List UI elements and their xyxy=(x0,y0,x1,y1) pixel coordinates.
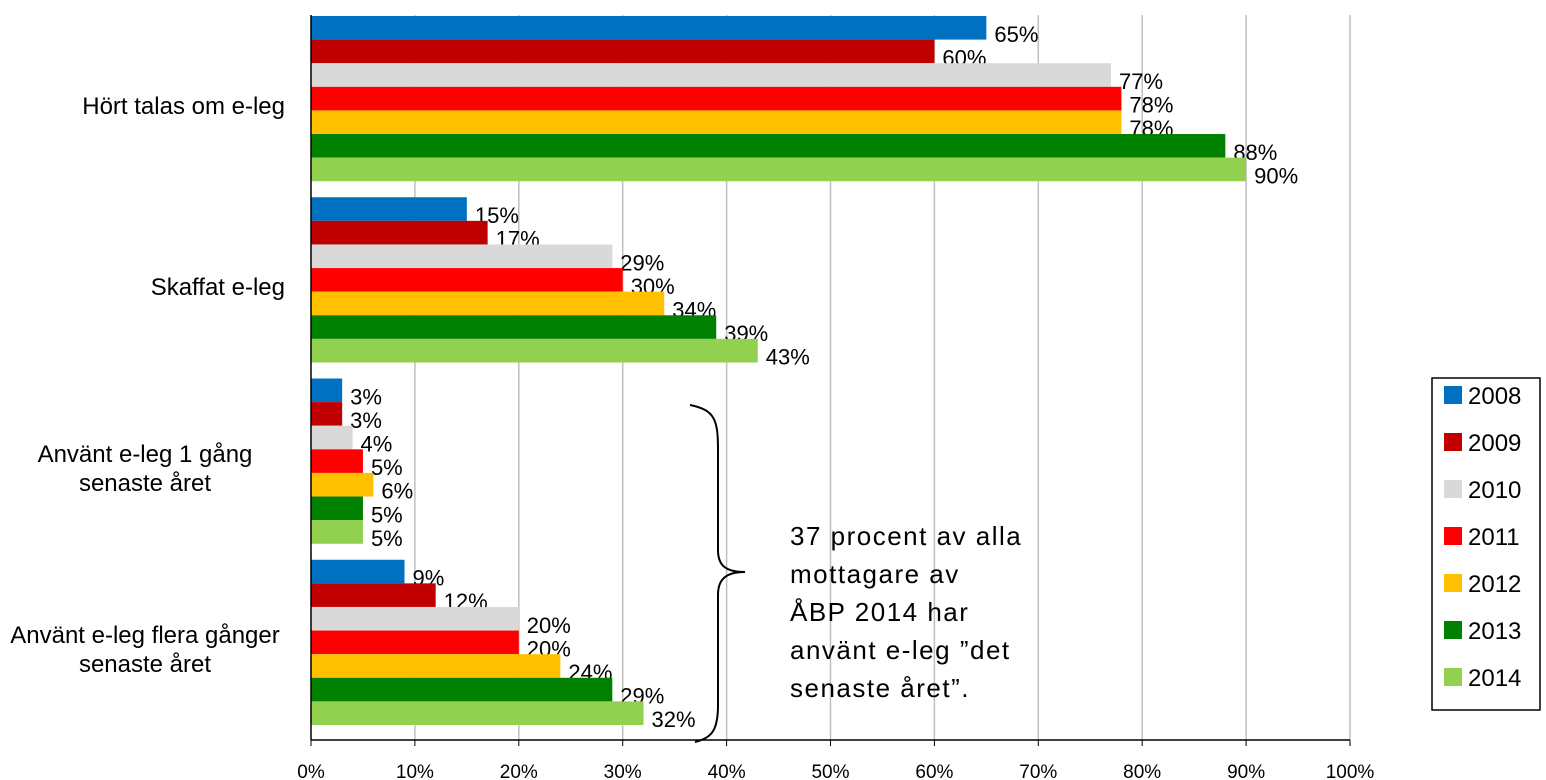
value-label: 5% xyxy=(371,526,403,551)
bar xyxy=(311,701,644,725)
annotation: använt e-leg ”det xyxy=(790,635,1011,665)
bar xyxy=(311,472,374,497)
x-tick-label: 0% xyxy=(297,762,325,780)
x-tick-label: 100% xyxy=(1326,762,1375,780)
legend-label: 2013 xyxy=(1468,618,1521,645)
bar xyxy=(311,402,343,426)
bar xyxy=(311,559,405,584)
value-label: 29% xyxy=(620,250,664,275)
bar xyxy=(311,16,987,40)
value-label: 78% xyxy=(1129,93,1173,118)
value-label: 43% xyxy=(766,345,810,370)
annotation: senaste året”. xyxy=(790,673,970,703)
x-tick-label: 50% xyxy=(811,762,849,780)
legend-swatch xyxy=(1444,574,1462,592)
bar xyxy=(311,291,665,316)
legend-label: 2008 xyxy=(1468,383,1521,410)
annotation: 37 procent av alla xyxy=(790,521,1022,551)
legend-label: 2010 xyxy=(1468,477,1521,504)
bar xyxy=(311,86,1122,111)
bar xyxy=(311,197,467,221)
bar xyxy=(311,244,613,269)
legend-label: 2011 xyxy=(1468,524,1520,551)
value-label: 32% xyxy=(651,707,695,732)
bar xyxy=(311,315,717,339)
brace xyxy=(689,404,746,743)
x-tick-label: 70% xyxy=(1019,762,1057,780)
bar xyxy=(311,110,1122,135)
bar xyxy=(311,134,1226,158)
annotation: mottagare av xyxy=(790,559,960,589)
value-label: 90% xyxy=(1254,163,1298,188)
value-label: 3% xyxy=(350,408,382,433)
category-label-box: Hört talas om e-leg xyxy=(82,93,285,120)
bar xyxy=(311,157,1247,182)
bar xyxy=(311,39,935,64)
annotation: ÅBP 2014 har xyxy=(790,597,969,627)
legend-label: 2012 xyxy=(1468,571,1521,598)
bar xyxy=(311,520,363,544)
value-label: 77% xyxy=(1119,69,1163,94)
category-label: Hört talas om e-leg xyxy=(82,93,285,120)
x-tick-label: 20% xyxy=(500,762,538,780)
bar xyxy=(311,677,613,702)
bar xyxy=(311,220,488,245)
bar xyxy=(311,338,758,363)
value-label: 5% xyxy=(371,502,403,527)
legend-swatch xyxy=(1444,668,1462,686)
bar xyxy=(311,496,363,521)
x-tick-label: 30% xyxy=(604,762,642,780)
x-tick-label: 10% xyxy=(396,762,434,780)
category-label-box: Skaffat e-leg xyxy=(150,274,285,302)
x-tick-label: 80% xyxy=(1123,762,1161,780)
bar xyxy=(311,449,363,473)
x-tick-label: 40% xyxy=(708,762,746,780)
legend-label: 2009 xyxy=(1468,430,1521,457)
category-label-box: Använt e-leg flera gånger senaste året xyxy=(10,622,280,679)
legend-swatch xyxy=(1444,480,1462,498)
bar xyxy=(311,425,353,450)
category-label: Använt e-leg flera gånger senaste året xyxy=(10,622,280,679)
value-label: 65% xyxy=(994,22,1038,47)
bar xyxy=(311,583,436,607)
legend-label: 2014 xyxy=(1468,665,1521,692)
bar xyxy=(311,606,519,631)
value-label: 4% xyxy=(361,432,393,457)
bar xyxy=(311,630,519,655)
category-label: Använt e-leg 1 gång senaste året xyxy=(37,441,253,497)
legend-swatch xyxy=(1444,621,1462,639)
category-label: Skaffat e-leg xyxy=(150,274,285,302)
value-label: 6% xyxy=(381,479,413,504)
bar xyxy=(311,654,561,678)
value-label: 20% xyxy=(527,613,571,638)
legend-swatch xyxy=(1444,527,1462,545)
category-label-box: Använt e-leg 1 gång senaste året xyxy=(37,441,253,497)
bar xyxy=(311,268,623,292)
legend-swatch xyxy=(1444,386,1462,404)
bar xyxy=(311,63,1112,87)
value-label: 5% xyxy=(371,455,403,480)
bar xyxy=(311,378,343,403)
value-label: 3% xyxy=(350,384,382,409)
legend-swatch xyxy=(1444,433,1462,451)
x-tick-label: 60% xyxy=(915,762,953,780)
x-tick-label: 90% xyxy=(1227,762,1265,780)
